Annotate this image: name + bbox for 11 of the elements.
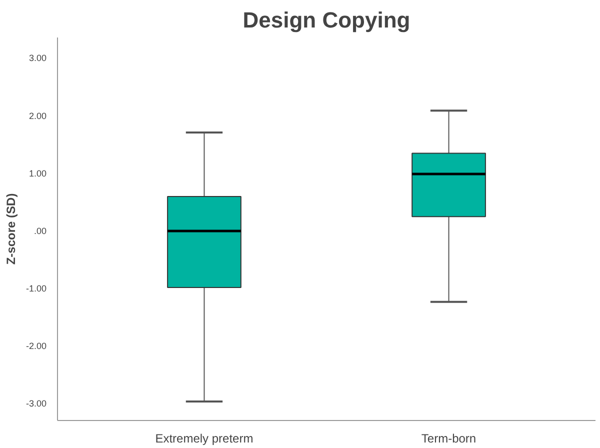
y-tick-label: -2.00 [26,341,46,352]
x-tick-label: Term-born [421,432,476,446]
y-tick-label: 3.00 [28,53,47,64]
y-axis-title: Z-score (SD) [4,193,18,265]
y-tick-label: -1.00 [26,284,46,294]
y-tick-label: .00 [34,226,47,236]
x-tick-label: Extremely preterm [155,432,254,446]
y-tick-label: 2.00 [28,110,47,121]
y-tick-label: 1.00 [28,168,47,178]
chart-title: Design Copying [242,8,410,32]
y-tick-label: -3.00 [26,398,46,409]
